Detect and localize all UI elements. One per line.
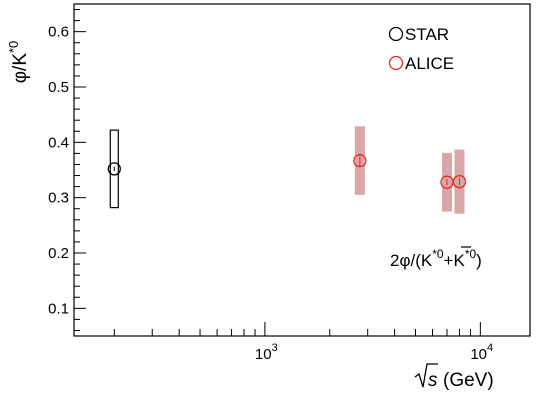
annotation: 2φ/(K*0+K*0) (390, 246, 482, 270)
x-tick-label-0: 103 (255, 342, 278, 363)
annotation-kbar: K (453, 251, 465, 270)
axes-frame (73, 3, 531, 337)
annotation-sup-2: *0 (465, 247, 477, 261)
x-axis-label-unit: (GeV) (443, 370, 494, 391)
y-axis-ticks: 0.1 0.2 0.3 0.4 0.5 0.6 (48, 9, 86, 331)
systematic-uncertainty-layer (109, 126, 465, 214)
annotation-plus: + (444, 251, 454, 270)
data-point-1-0 (353, 153, 367, 168)
legend-marker-star (388, 26, 404, 42)
data-point-0-0 (107, 162, 121, 176)
legend-marker-alice (388, 55, 404, 71)
annotation-close: ) (476, 251, 482, 270)
y-tick-label-0: 0.1 (48, 300, 69, 317)
sys-box-0-0 (109, 129, 119, 209)
annotation-sup-1: *0 (432, 247, 444, 261)
annotation-part-a: 2φ/(K (390, 251, 433, 270)
y-axis-label-main: φ/K (10, 53, 31, 84)
plot-frame (73, 3, 531, 337)
statistical-error-layer (113, 155, 460, 186)
sqrt-symbol (414, 363, 438, 388)
y-tick-label-2: 0.3 (48, 190, 69, 207)
svg-text:2φ/(K*0+K*0): 2φ/(K*0+K*0) (390, 247, 482, 270)
y-tick-label-3: 0.4 (48, 134, 69, 151)
legend: STAR ALICE (388, 25, 454, 73)
y-tick-label-4: 0.5 (48, 79, 69, 96)
legend-label-alice: ALICE (405, 54, 454, 73)
y-tick-label-1: 0.2 (48, 245, 69, 262)
data-point-1-2 (452, 174, 467, 189)
y-axis-label-sup: *0 (6, 41, 21, 53)
data-points-layer (107, 153, 467, 189)
legend-label-star: STAR (405, 25, 449, 44)
x-tick-label-1: 104 (470, 342, 493, 363)
x-axis-label-var: s (428, 370, 438, 391)
y-axis-label: φ/K*0 (6, 41, 31, 84)
x-axis-ticks: 103 104 (113, 322, 493, 363)
x-axis-label: s (GeV) (414, 363, 494, 391)
y-tick-label-5: 0.6 (48, 24, 69, 41)
